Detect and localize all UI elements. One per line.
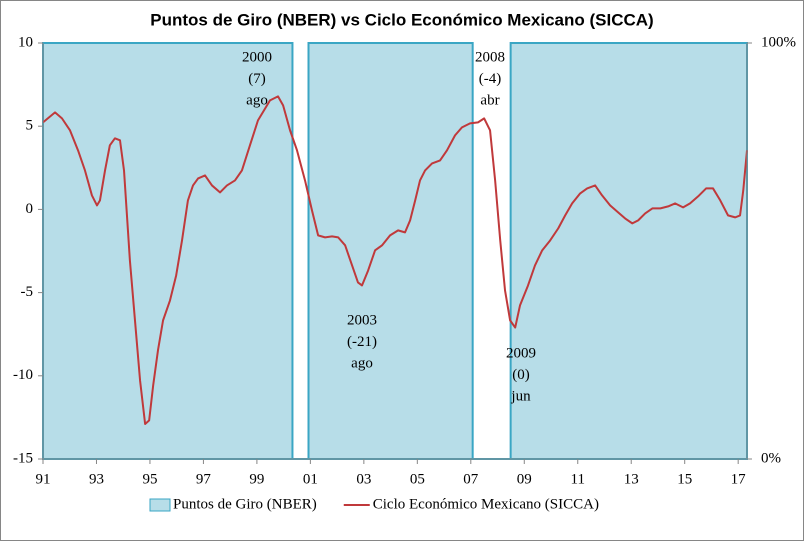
y-tick-label: 0 xyxy=(26,201,34,217)
x-tick-label: 09 xyxy=(517,471,532,487)
annotation: (-4) xyxy=(479,71,502,87)
x-tick-label: 17 xyxy=(731,471,747,487)
annotation: ago xyxy=(351,355,373,371)
annotation: 2008 xyxy=(475,49,505,65)
annotation: 2003 xyxy=(347,312,377,328)
y-tick-label: 5 xyxy=(26,118,34,134)
legend-label: Ciclo Económico Mexicano (SICCA) xyxy=(373,496,599,512)
chart-title: Puntos de Giro (NBER) vs Ciclo Económico… xyxy=(150,10,653,29)
annotation: (7) xyxy=(248,71,266,87)
x-tick-label: 11 xyxy=(571,471,585,487)
annotation: 2000 xyxy=(242,49,272,65)
annotation: (0) xyxy=(512,367,530,383)
annotation: 2009 xyxy=(506,345,536,361)
annotation: (-21) xyxy=(347,334,377,350)
x-tick-label: 03 xyxy=(356,471,371,487)
x-tick-label: 01 xyxy=(303,471,318,487)
annotation: abr xyxy=(480,92,499,108)
y2-tick-label: 0% xyxy=(761,450,781,466)
annotation: jun xyxy=(510,388,531,404)
x-tick-label: 91 xyxy=(36,471,51,487)
annotation: ago xyxy=(246,92,268,108)
x-tick-label: 99 xyxy=(249,471,264,487)
legend-swatch xyxy=(149,498,171,512)
legend-label: Puntos de Giro (NBER) xyxy=(173,496,317,512)
x-tick-label: 15 xyxy=(677,471,692,487)
y-tick-label: 10 xyxy=(18,34,33,50)
x-tick-label: 07 xyxy=(463,471,479,487)
y-tick-label: -15 xyxy=(13,450,33,466)
area xyxy=(42,42,748,460)
x-tick-label: 97 xyxy=(196,471,212,487)
x-tick-label: 93 xyxy=(89,471,104,487)
y2-tick-label: 100% xyxy=(761,34,796,50)
line xyxy=(42,95,748,426)
x-tick-label: 13 xyxy=(624,471,639,487)
y-tick-label: -5 xyxy=(21,284,34,300)
x-tick-label: 05 xyxy=(410,471,425,487)
x-tick-label: 95 xyxy=(142,471,157,487)
y-tick-label: -10 xyxy=(13,367,33,383)
